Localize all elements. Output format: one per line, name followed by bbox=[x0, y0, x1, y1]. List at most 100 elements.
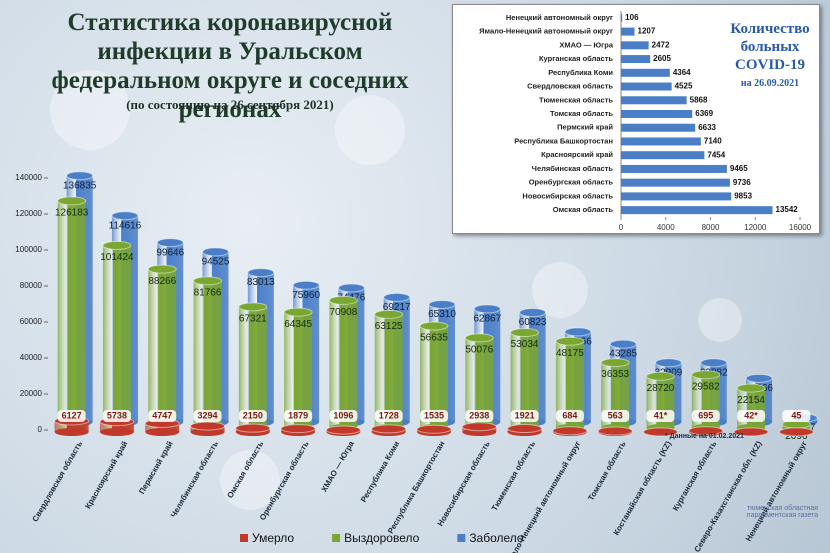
label-box bbox=[782, 410, 811, 422]
bar bbox=[621, 13, 623, 22]
y-tick-label: Курганская область bbox=[539, 54, 613, 63]
watermark: тюменская областная парламентская газета bbox=[746, 505, 819, 519]
x-tick-label: 4000 bbox=[657, 223, 675, 232]
value-label: 94525 bbox=[202, 256, 230, 267]
value-label: 75960 bbox=[292, 290, 320, 301]
value-label: 1879 bbox=[288, 410, 308, 420]
value-label: 6127 bbox=[62, 410, 82, 420]
bar bbox=[621, 82, 672, 91]
label-box bbox=[148, 410, 177, 422]
y-tick-label: Красноярский край bbox=[541, 150, 613, 159]
bar-top bbox=[371, 424, 407, 434]
bar-top bbox=[283, 307, 313, 317]
bar-base bbox=[145, 428, 180, 436]
bar bbox=[621, 41, 649, 50]
value-label: 101424 bbox=[100, 252, 134, 263]
value-label: 62867 bbox=[473, 313, 501, 324]
y-tick-label: 40000 bbox=[20, 353, 43, 362]
value-label: 1207 bbox=[638, 27, 656, 36]
value-label: 136835 bbox=[63, 180, 97, 191]
bar-top bbox=[247, 268, 275, 278]
value-label: 41* bbox=[654, 410, 668, 420]
bar-top bbox=[325, 425, 361, 435]
bar-top bbox=[280, 424, 316, 434]
bar bbox=[621, 192, 732, 201]
value-label: 2938 bbox=[469, 410, 489, 420]
label-box bbox=[238, 410, 267, 422]
y-tick-label: Томская область bbox=[550, 109, 613, 118]
legend-label: Умерло bbox=[252, 531, 294, 545]
bar-top bbox=[736, 383, 766, 393]
label-box bbox=[737, 410, 766, 422]
y-tick-label: Омская область bbox=[553, 205, 614, 214]
bar-top bbox=[190, 421, 226, 431]
bar-top bbox=[461, 422, 497, 432]
bar-top bbox=[745, 373, 773, 383]
value-label: 9465 bbox=[730, 164, 748, 173]
bar bbox=[621, 68, 670, 77]
bar-top bbox=[600, 358, 630, 368]
label-box bbox=[465, 410, 494, 422]
bar-top bbox=[328, 295, 358, 305]
value-label: 22154 bbox=[737, 395, 765, 406]
value-label: 64345 bbox=[284, 319, 312, 330]
value-label: 63125 bbox=[375, 321, 403, 332]
bar-top bbox=[235, 423, 271, 433]
y-tick-label: 20000 bbox=[20, 389, 43, 398]
value-label: 563 bbox=[608, 410, 623, 420]
bar bbox=[99, 421, 134, 432]
label-box bbox=[57, 410, 86, 422]
label-box bbox=[646, 410, 675, 422]
value-label: 1921 bbox=[515, 410, 535, 420]
bar-top bbox=[552, 426, 588, 436]
y-tick-label: Республика Коми bbox=[548, 68, 613, 77]
value-label: 684 bbox=[562, 410, 577, 420]
bar bbox=[54, 420, 89, 432]
background-decor bbox=[50, 70, 742, 510]
value-label: 9853 bbox=[734, 192, 752, 201]
chart-title: Статистика коронавирусной инфекции в Ура… bbox=[51, 9, 409, 123]
label-box bbox=[193, 410, 222, 422]
bar-top bbox=[193, 276, 223, 286]
value-label: 1535 bbox=[424, 410, 444, 420]
bar-top bbox=[564, 327, 592, 337]
bar-top bbox=[111, 211, 139, 221]
value-label: 36353 bbox=[601, 369, 629, 380]
value-label: 1728 bbox=[379, 410, 399, 420]
legend-label: Выздоровело bbox=[344, 531, 420, 545]
y-tick-label: 0 bbox=[38, 425, 43, 434]
chart-subtitle: (по состоянию на 26 сентября 2021) bbox=[126, 97, 334, 112]
legend-swatch bbox=[457, 534, 466, 542]
legend-swatch bbox=[240, 534, 248, 542]
bar-top bbox=[156, 238, 184, 248]
value-label: 81766 bbox=[194, 287, 222, 298]
y-tick-label: Тюменская область bbox=[539, 95, 613, 104]
y-tick-label: Челябинская область bbox=[532, 164, 614, 173]
value-label: 6633 bbox=[698, 123, 716, 132]
value-label: 126183 bbox=[55, 208, 89, 219]
label-box bbox=[601, 410, 630, 422]
bar-top bbox=[700, 358, 728, 368]
value-label: 7454 bbox=[707, 150, 725, 159]
value-label: 83013 bbox=[247, 277, 275, 288]
bar bbox=[621, 96, 687, 105]
y-tick-label: Новосибирская область bbox=[522, 191, 613, 200]
label-box bbox=[691, 410, 720, 422]
value-label: 43285 bbox=[609, 349, 637, 360]
label-box bbox=[284, 410, 313, 422]
bar-top bbox=[464, 333, 494, 343]
inset-subtitle: на 26.09.2021 bbox=[740, 78, 800, 89]
bar bbox=[374, 314, 403, 428]
bar-base bbox=[54, 428, 89, 436]
value-label: 4364 bbox=[673, 68, 691, 77]
y-tick-label: Ненецкий автономный округ bbox=[506, 13, 613, 22]
bar-top bbox=[238, 302, 268, 312]
y-tick-label: 80000 bbox=[20, 281, 43, 290]
bar-top bbox=[654, 358, 682, 368]
value-label: 13542 bbox=[776, 205, 799, 214]
inset-title: Количество больных COVID-19 bbox=[730, 21, 810, 73]
bar-top bbox=[292, 280, 320, 290]
bar bbox=[621, 123, 696, 132]
value-label: 99646 bbox=[156, 247, 184, 258]
